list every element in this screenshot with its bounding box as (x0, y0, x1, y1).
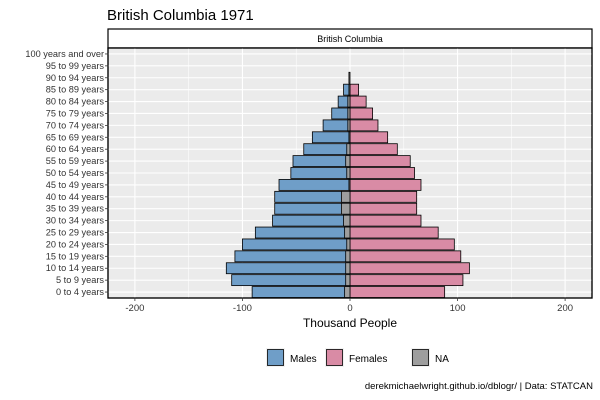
bar-females-4 (349, 238, 455, 251)
bar-na-6 (343, 214, 351, 227)
y-tick-label: 0 to 4 years (56, 287, 104, 297)
y-tick-label: 20 to 24 years (46, 239, 105, 249)
bar-na-0 (344, 286, 351, 298)
bar-males-12 (303, 143, 351, 156)
y-tick-label: 85 to 89 years (46, 85, 105, 95)
bar-males-13 (311, 131, 351, 144)
bar-na-10 (346, 167, 351, 179)
y-tick-label: 75 to 79 years (46, 108, 105, 118)
bar-females-3 (349, 250, 462, 263)
y-tick-label: 30 to 34 years (46, 216, 105, 226)
x-tick-label: -200 (125, 303, 144, 314)
bar-females-7 (349, 202, 418, 215)
legend-label-males: Males (290, 354, 317, 365)
bar-males-4 (242, 238, 351, 251)
y-tick-label: 60 to 64 years (46, 144, 105, 154)
bar-males-7 (274, 202, 351, 215)
bar-na-5 (344, 226, 351, 239)
bar-males-8 (274, 190, 351, 203)
y-tick-label: 70 to 74 years (46, 120, 105, 130)
bar-males-5 (254, 226, 351, 239)
bar-na-17 (348, 83, 351, 96)
y-tick-label: 50 to 54 years (46, 168, 105, 178)
y-tick-label: 90 to 94 years (46, 73, 105, 83)
bar-na-3 (345, 250, 351, 263)
bar-females-17 (349, 83, 360, 96)
bar-females-16 (349, 95, 367, 108)
bar-na-16 (347, 95, 351, 108)
y-tick-label: 65 to 69 years (46, 132, 105, 142)
bar-females-6 (349, 214, 422, 227)
bar-females-10 (349, 167, 415, 179)
bar-females-13 (349, 131, 389, 144)
x-tick-label: 200 (557, 303, 573, 314)
bar-females-0 (349, 286, 446, 298)
bar-females-15 (349, 107, 373, 120)
y-tick-label: 55 to 59 years (46, 156, 105, 166)
bar-na-1 (345, 274, 351, 287)
x-tick-label: 100 (450, 303, 466, 314)
y-tick-label: 35 to 39 years (46, 204, 105, 214)
bar-females-1 (349, 274, 464, 287)
bar-females-12 (349, 143, 398, 156)
bar-females-2 (349, 262, 470, 275)
bar-males-2 (225, 262, 351, 275)
bar-na-11 (345, 155, 351, 167)
y-tick-label: 25 to 29 years (46, 228, 105, 238)
legend-swatch-males (267, 349, 284, 366)
bar-males-1 (231, 274, 351, 287)
x-axis-tick-labels: -200 -100 0 100 200 (125, 298, 573, 314)
facet-label: British Columbia (317, 34, 383, 44)
bar-females-14 (349, 119, 379, 132)
y-tick-label: 15 to 19 years (46, 251, 105, 261)
legend-swatch-females (326, 349, 343, 366)
x-tick-label: 0 (347, 303, 352, 314)
bar-na-13 (348, 131, 351, 144)
bar-females-11 (349, 155, 411, 167)
bar-na-2 (345, 262, 351, 275)
x-tick-label: -100 (233, 303, 252, 314)
bar-females-8 (349, 190, 418, 203)
x-axis-title: Thousand People (303, 316, 397, 330)
bar-males-15 (331, 107, 351, 120)
legend-label-females: Females (349, 354, 387, 365)
bar-na-9 (348, 179, 351, 191)
bar-males-0 (251, 286, 351, 298)
bar-females-9 (349, 179, 422, 191)
bar-na-12 (346, 143, 351, 156)
bar-na-14 (347, 119, 351, 132)
bar-males-11 (292, 155, 351, 167)
bar-males-10 (290, 167, 351, 179)
caption: derekmichaelwright.github.io/dblogr/ | D… (365, 381, 593, 392)
bar-na-7 (340, 202, 351, 215)
y-axis-tick-labels: 0 to 4 years 5 to 9 years 10 to 14 years 15… (25, 49, 108, 297)
bars-layer (225, 71, 470, 298)
bar-na-8 (340, 190, 351, 203)
legend: Males Females NA (266, 348, 449, 367)
bar-na-15 (347, 107, 351, 120)
chart-title: British Columbia 1971 (107, 7, 254, 24)
y-tick-label: 100 years and over (25, 49, 104, 59)
y-tick-label: 40 to 44 years (46, 192, 105, 202)
y-tick-label: 45 to 49 years (46, 180, 105, 190)
y-tick-label: 80 to 84 years (46, 97, 105, 107)
bar-females-5 (349, 226, 439, 239)
y-tick-label: 95 to 99 years (46, 61, 105, 71)
bar-males-14 (322, 119, 351, 132)
y-tick-label: 5 to 9 years (56, 275, 104, 285)
bar-na-18 (348, 71, 351, 84)
y-tick-label: 10 to 14 years (46, 263, 105, 273)
bar-na-4 (346, 238, 351, 251)
bar-males-9 (278, 179, 351, 191)
legend-label-na: NA (435, 354, 449, 365)
bar-males-3 (234, 250, 351, 263)
legend-swatch-na (412, 349, 429, 366)
bar-males-6 (272, 214, 351, 227)
